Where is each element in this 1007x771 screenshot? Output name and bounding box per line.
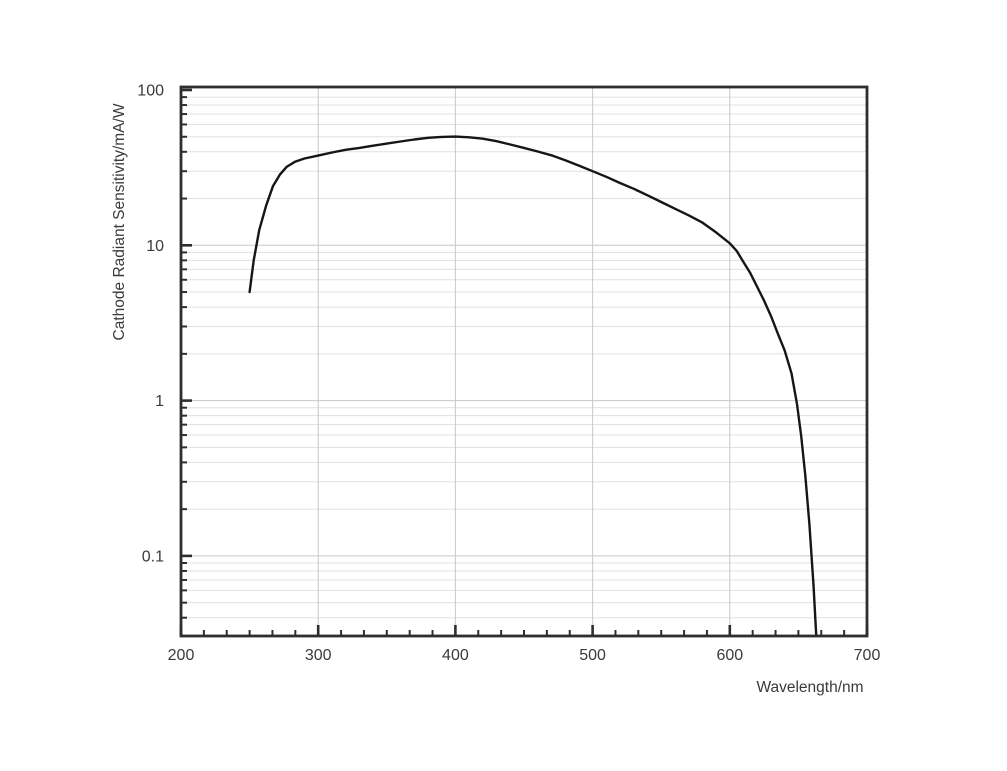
x-tick-label: 300 — [305, 647, 332, 664]
x-tick-label: 700 — [854, 647, 881, 664]
x-tick-label: 500 — [579, 647, 606, 664]
x-tick-label: 400 — [442, 647, 469, 664]
y-tick-label: 0.1 — [142, 548, 164, 565]
x-axis-title: Wavelength/nm — [756, 679, 863, 696]
sensitivity-curve — [248, 135, 818, 637]
grid-minor-horizontal — [181, 96, 867, 619]
y-tick-label: 10 — [146, 238, 164, 255]
grid-major-vertical — [317, 87, 731, 636]
y-tick-labels: 100 10 1 0.1 — [137, 83, 164, 566]
x-tick-label: 600 — [716, 647, 743, 664]
y-axis-title: Cathode Radiant Sensitivity/mA/W — [111, 103, 128, 340]
y-tick-label: 100 — [137, 83, 164, 100]
y-tick-label: 1 — [155, 393, 164, 410]
plot-frame — [179, 85, 869, 638]
x-tick-labels: 200 300 400 500 600 700 — [168, 647, 881, 664]
x-tick-label: 200 — [168, 647, 195, 664]
grid-major-horizontal — [181, 244, 867, 557]
